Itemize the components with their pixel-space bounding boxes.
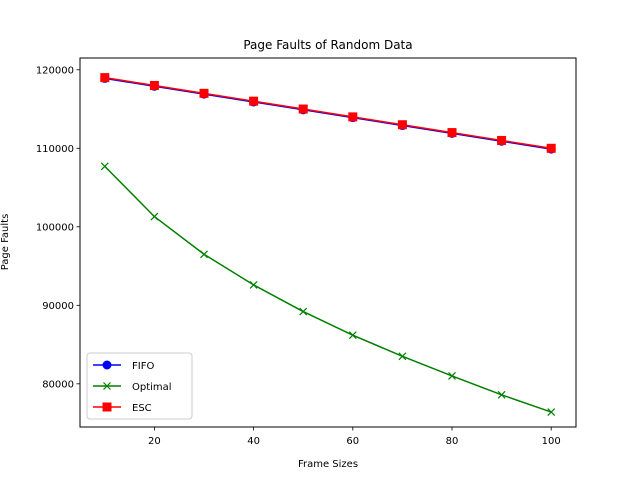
x-marker-stroke — [150, 212, 159, 221]
x-tick-label: 80 — [446, 436, 459, 447]
data-point-esc — [149, 80, 159, 90]
data-point-optimal — [150, 212, 159, 221]
data-point-optimal — [249, 280, 258, 289]
x-marker-stroke — [398, 352, 407, 361]
data-point-esc — [447, 128, 457, 138]
x-tick-label: 20 — [148, 436, 161, 447]
plot-frame — [79, 57, 577, 428]
y-tick-label: 110000 — [36, 144, 74, 155]
x-marker-stroke — [103, 382, 111, 390]
data-point-esc — [298, 104, 308, 114]
x-marker-stroke — [348, 331, 357, 340]
x-marker-stroke — [448, 372, 456, 380]
x-marker-stroke — [497, 390, 506, 399]
data-point-esc — [249, 96, 259, 106]
x-marker-stroke — [100, 162, 109, 171]
data-point-optimal — [348, 331, 357, 340]
legend-label-fifo: FIFO — [132, 361, 154, 372]
y-tick-label: 80000 — [42, 379, 74, 390]
data-point-esc — [100, 73, 110, 83]
x-tick-label: 60 — [346, 436, 359, 447]
series-optimal — [100, 162, 556, 417]
data-point-optimal — [299, 307, 308, 316]
series-line-esc — [104, 76, 552, 150]
x-marker-stroke — [547, 408, 556, 417]
legend-marker-fifo — [102, 360, 112, 370]
data-point-optimal — [497, 390, 506, 399]
x-axis-title: Frame Sizes — [298, 459, 358, 470]
series-esc — [100, 73, 556, 153]
legend: FIFO Optimal ESC — [86, 352, 193, 420]
x-tick-label: 40 — [247, 436, 260, 447]
chart-title: Page Faults of Random Data — [243, 38, 412, 52]
data-point-optimal — [398, 352, 407, 361]
legend-label-esc: ESC — [132, 403, 152, 414]
data-point-esc — [348, 112, 358, 122]
data-point-esc — [199, 88, 209, 98]
x-marker-stroke — [249, 280, 258, 289]
legend-marker-optimal — [103, 382, 111, 390]
data-point-optimal — [200, 250, 208, 259]
plot-series — [100, 73, 556, 417]
series-line-optimal — [104, 165, 552, 413]
axis-ticks: 20 40 60 80 100 80000 90000 100000 110000 120000 — [36, 65, 561, 447]
data-point-esc — [497, 135, 507, 145]
x-tick-label: 100 — [542, 436, 561, 447]
x-marker-stroke — [200, 250, 208, 259]
legend-label-optimal: Optimal — [132, 382, 172, 393]
data-point-optimal — [100, 162, 109, 171]
y-tick-label: 100000 — [36, 222, 74, 233]
data-point-esc — [397, 120, 407, 130]
x-marker-stroke — [299, 307, 308, 316]
y-tick-label: 120000 — [36, 65, 74, 76]
legend-box — [86, 352, 193, 420]
y-tick-label: 90000 — [42, 301, 74, 312]
series-line-fifo — [104, 77, 552, 150]
legend-marker-esc — [102, 402, 112, 412]
data-point-esc — [546, 143, 556, 153]
y-axis-title: Page Faults — [0, 214, 11, 271]
data-point-optimal — [448, 372, 456, 380]
data-point-optimal — [547, 408, 556, 417]
